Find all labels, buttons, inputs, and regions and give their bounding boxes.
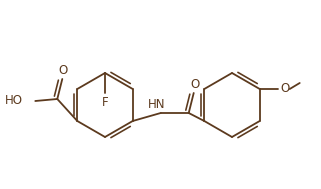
Text: HN: HN	[148, 98, 165, 112]
Text: O: O	[280, 83, 289, 95]
Text: O: O	[190, 78, 199, 91]
Text: F: F	[102, 97, 108, 109]
Text: O: O	[59, 64, 68, 77]
Text: HO: HO	[5, 94, 23, 108]
